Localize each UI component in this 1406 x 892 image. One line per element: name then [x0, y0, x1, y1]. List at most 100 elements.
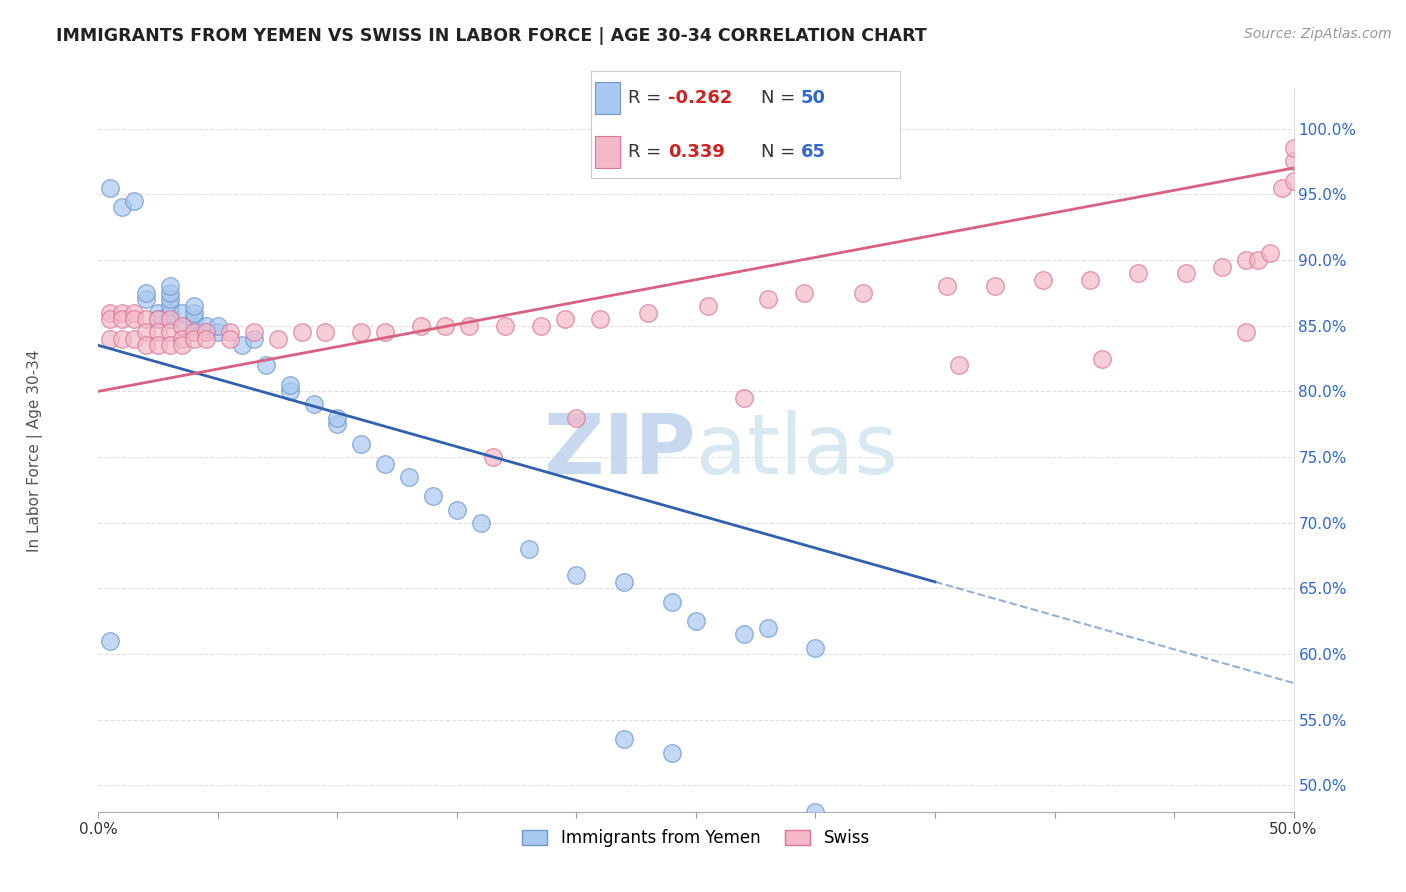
Point	[98, 312, 122, 326]
Point	[159, 312, 181, 326]
Point	[124, 194, 146, 208]
Point	[411, 318, 433, 333]
Point	[159, 293, 181, 307]
Point	[195, 325, 218, 339]
Point	[948, 358, 970, 372]
Point	[398, 469, 420, 483]
Point	[111, 201, 134, 215]
Point	[1080, 273, 1102, 287]
Text: 50: 50	[801, 89, 825, 107]
Point	[98, 332, 122, 346]
Point	[326, 410, 349, 425]
Point	[1282, 174, 1305, 188]
Point	[1234, 252, 1257, 267]
Point	[267, 332, 290, 346]
Point	[135, 293, 157, 307]
Point	[124, 312, 146, 326]
Point	[111, 332, 134, 346]
Point	[159, 285, 181, 300]
FancyBboxPatch shape	[595, 136, 620, 168]
Point	[159, 338, 181, 352]
Point	[183, 318, 205, 333]
Point	[135, 285, 157, 300]
Point	[315, 325, 337, 339]
Point	[481, 450, 505, 464]
Point	[793, 285, 815, 300]
Point	[458, 318, 481, 333]
Text: N =: N =	[761, 143, 800, 161]
Point	[1258, 246, 1281, 260]
Point	[350, 325, 373, 339]
Point	[148, 338, 170, 352]
Point	[183, 325, 205, 339]
Text: R =: R =	[627, 89, 666, 107]
Point	[984, 279, 1007, 293]
Point	[135, 325, 157, 339]
Point	[1282, 154, 1305, 169]
Point	[326, 417, 349, 432]
Point	[446, 502, 468, 516]
Point	[124, 332, 146, 346]
Point	[172, 332, 194, 346]
Point	[254, 358, 277, 372]
Text: IMMIGRANTS FROM YEMEN VS SWISS IN LABOR FORCE | AGE 30-34 CORRELATION CHART: IMMIGRANTS FROM YEMEN VS SWISS IN LABOR …	[56, 27, 927, 45]
Text: Source: ZipAtlas.com: Source: ZipAtlas.com	[1244, 27, 1392, 41]
Point	[172, 338, 194, 352]
Text: R =: R =	[627, 143, 666, 161]
Point	[172, 305, 194, 319]
Point	[804, 640, 827, 655]
Point	[613, 574, 636, 589]
Point	[1128, 266, 1150, 280]
Text: N =: N =	[761, 89, 800, 107]
Point	[124, 305, 146, 319]
Point	[936, 279, 959, 293]
Point	[733, 391, 755, 405]
Point	[148, 325, 170, 339]
Point	[183, 325, 205, 339]
Point	[195, 332, 218, 346]
Text: ZIP: ZIP	[544, 410, 696, 491]
Point	[207, 318, 229, 333]
Point	[111, 312, 134, 326]
Point	[98, 634, 122, 648]
Point	[756, 293, 779, 307]
Point	[183, 299, 205, 313]
Point	[804, 805, 827, 819]
Point	[291, 325, 314, 339]
Text: 0.339: 0.339	[668, 143, 724, 161]
Point	[243, 325, 266, 339]
Point	[302, 397, 325, 411]
Point	[183, 312, 205, 326]
Point	[470, 516, 492, 530]
Point	[494, 318, 516, 333]
Point	[434, 318, 457, 333]
Point	[1032, 273, 1054, 287]
Point	[148, 305, 170, 319]
Point	[1234, 325, 1257, 339]
Y-axis label: In Labor Force | Age 30-34: In Labor Force | Age 30-34	[27, 349, 42, 552]
Point	[422, 490, 444, 504]
Text: -0.262: -0.262	[668, 89, 733, 107]
FancyBboxPatch shape	[595, 82, 620, 114]
Point	[589, 312, 612, 326]
Point	[159, 279, 181, 293]
Point	[1282, 141, 1305, 155]
Point	[350, 437, 373, 451]
Point	[159, 312, 181, 326]
Point	[756, 621, 779, 635]
Point	[637, 305, 659, 319]
Point	[661, 746, 683, 760]
Point	[1247, 252, 1270, 267]
Point	[207, 325, 229, 339]
Point	[530, 318, 553, 333]
Point	[98, 305, 122, 319]
Point	[172, 318, 194, 333]
Text: 65: 65	[801, 143, 825, 161]
Point	[195, 325, 218, 339]
Point	[661, 594, 683, 608]
Point	[111, 305, 134, 319]
Point	[1175, 266, 1198, 280]
Point	[733, 627, 755, 641]
Point	[135, 312, 157, 326]
Point	[135, 338, 157, 352]
